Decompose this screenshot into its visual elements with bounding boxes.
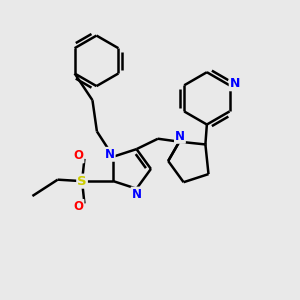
Text: N: N bbox=[230, 77, 240, 90]
Text: N: N bbox=[175, 130, 185, 143]
Text: O: O bbox=[74, 149, 83, 162]
Text: N: N bbox=[105, 148, 115, 161]
Text: S: S bbox=[77, 175, 87, 188]
Text: N: N bbox=[131, 188, 142, 201]
Text: O: O bbox=[74, 200, 83, 213]
